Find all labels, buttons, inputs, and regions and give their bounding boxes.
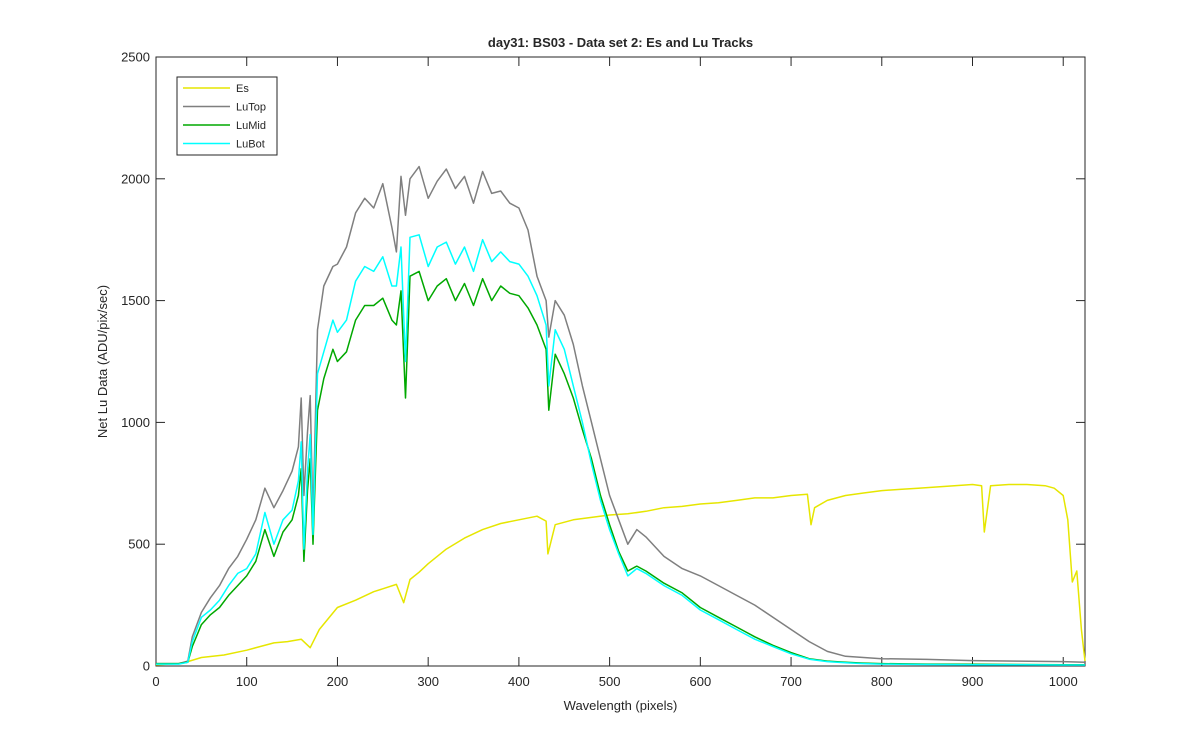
legend-label-lubot: LuBot bbox=[236, 139, 265, 151]
x-tick-label: 600 bbox=[689, 674, 711, 689]
series-line-lutop bbox=[156, 165, 1086, 665]
x-tick-label: 800 bbox=[871, 674, 893, 689]
y-axis-ticks: 0 500 1000 1500 2000 2500 bbox=[121, 50, 1085, 674]
chart-legend: Es LuTop LuMid LuBot bbox=[176, 76, 278, 156]
series-line-lubot bbox=[156, 234, 1085, 666]
y-tick-label: 500 bbox=[128, 537, 150, 552]
plot-frame bbox=[155, 56, 1086, 667]
x-axis-label: Wavelength (pixels) bbox=[564, 698, 678, 713]
y-tick-label: 1500 bbox=[121, 293, 150, 308]
x-tick-label: 200 bbox=[327, 674, 349, 689]
y-tick-label: 2000 bbox=[121, 171, 150, 186]
x-tick-label: 500 bbox=[599, 674, 621, 689]
x-tick-label: 400 bbox=[508, 674, 530, 689]
y-tick-label: 1000 bbox=[121, 415, 150, 430]
y-tick-label: 2500 bbox=[121, 50, 150, 65]
x-tick-label: 700 bbox=[780, 674, 802, 689]
y-axis-label: Net Lu Data (ADU/pix/sec) bbox=[95, 285, 110, 438]
x-tick-label: 900 bbox=[962, 674, 984, 689]
x-axis-ticks: 0 100 200 300 400 500 600 700 800 900 1000 bbox=[152, 57, 1078, 689]
y-tick-label: 0 bbox=[143, 659, 150, 674]
chart-title: day31: BS03 - Data set 2: Es and Lu Trac… bbox=[488, 35, 753, 50]
data-series-group bbox=[155, 165, 1086, 666]
x-tick-label: 1000 bbox=[1049, 674, 1078, 689]
series-line-lumid bbox=[156, 270, 1085, 666]
x-tick-label: 300 bbox=[417, 674, 439, 689]
x-tick-label: 0 bbox=[152, 674, 159, 689]
legend-label-es: Es bbox=[236, 83, 249, 95]
legend-label-lutop: LuTop bbox=[236, 102, 266, 114]
series-line-es bbox=[155, 483, 1086, 666]
legend-box bbox=[176, 76, 278, 156]
x-tick-label: 100 bbox=[236, 674, 258, 689]
legend-label-lumid: LuMid bbox=[236, 120, 266, 132]
plot-area-box bbox=[155, 56, 1086, 667]
